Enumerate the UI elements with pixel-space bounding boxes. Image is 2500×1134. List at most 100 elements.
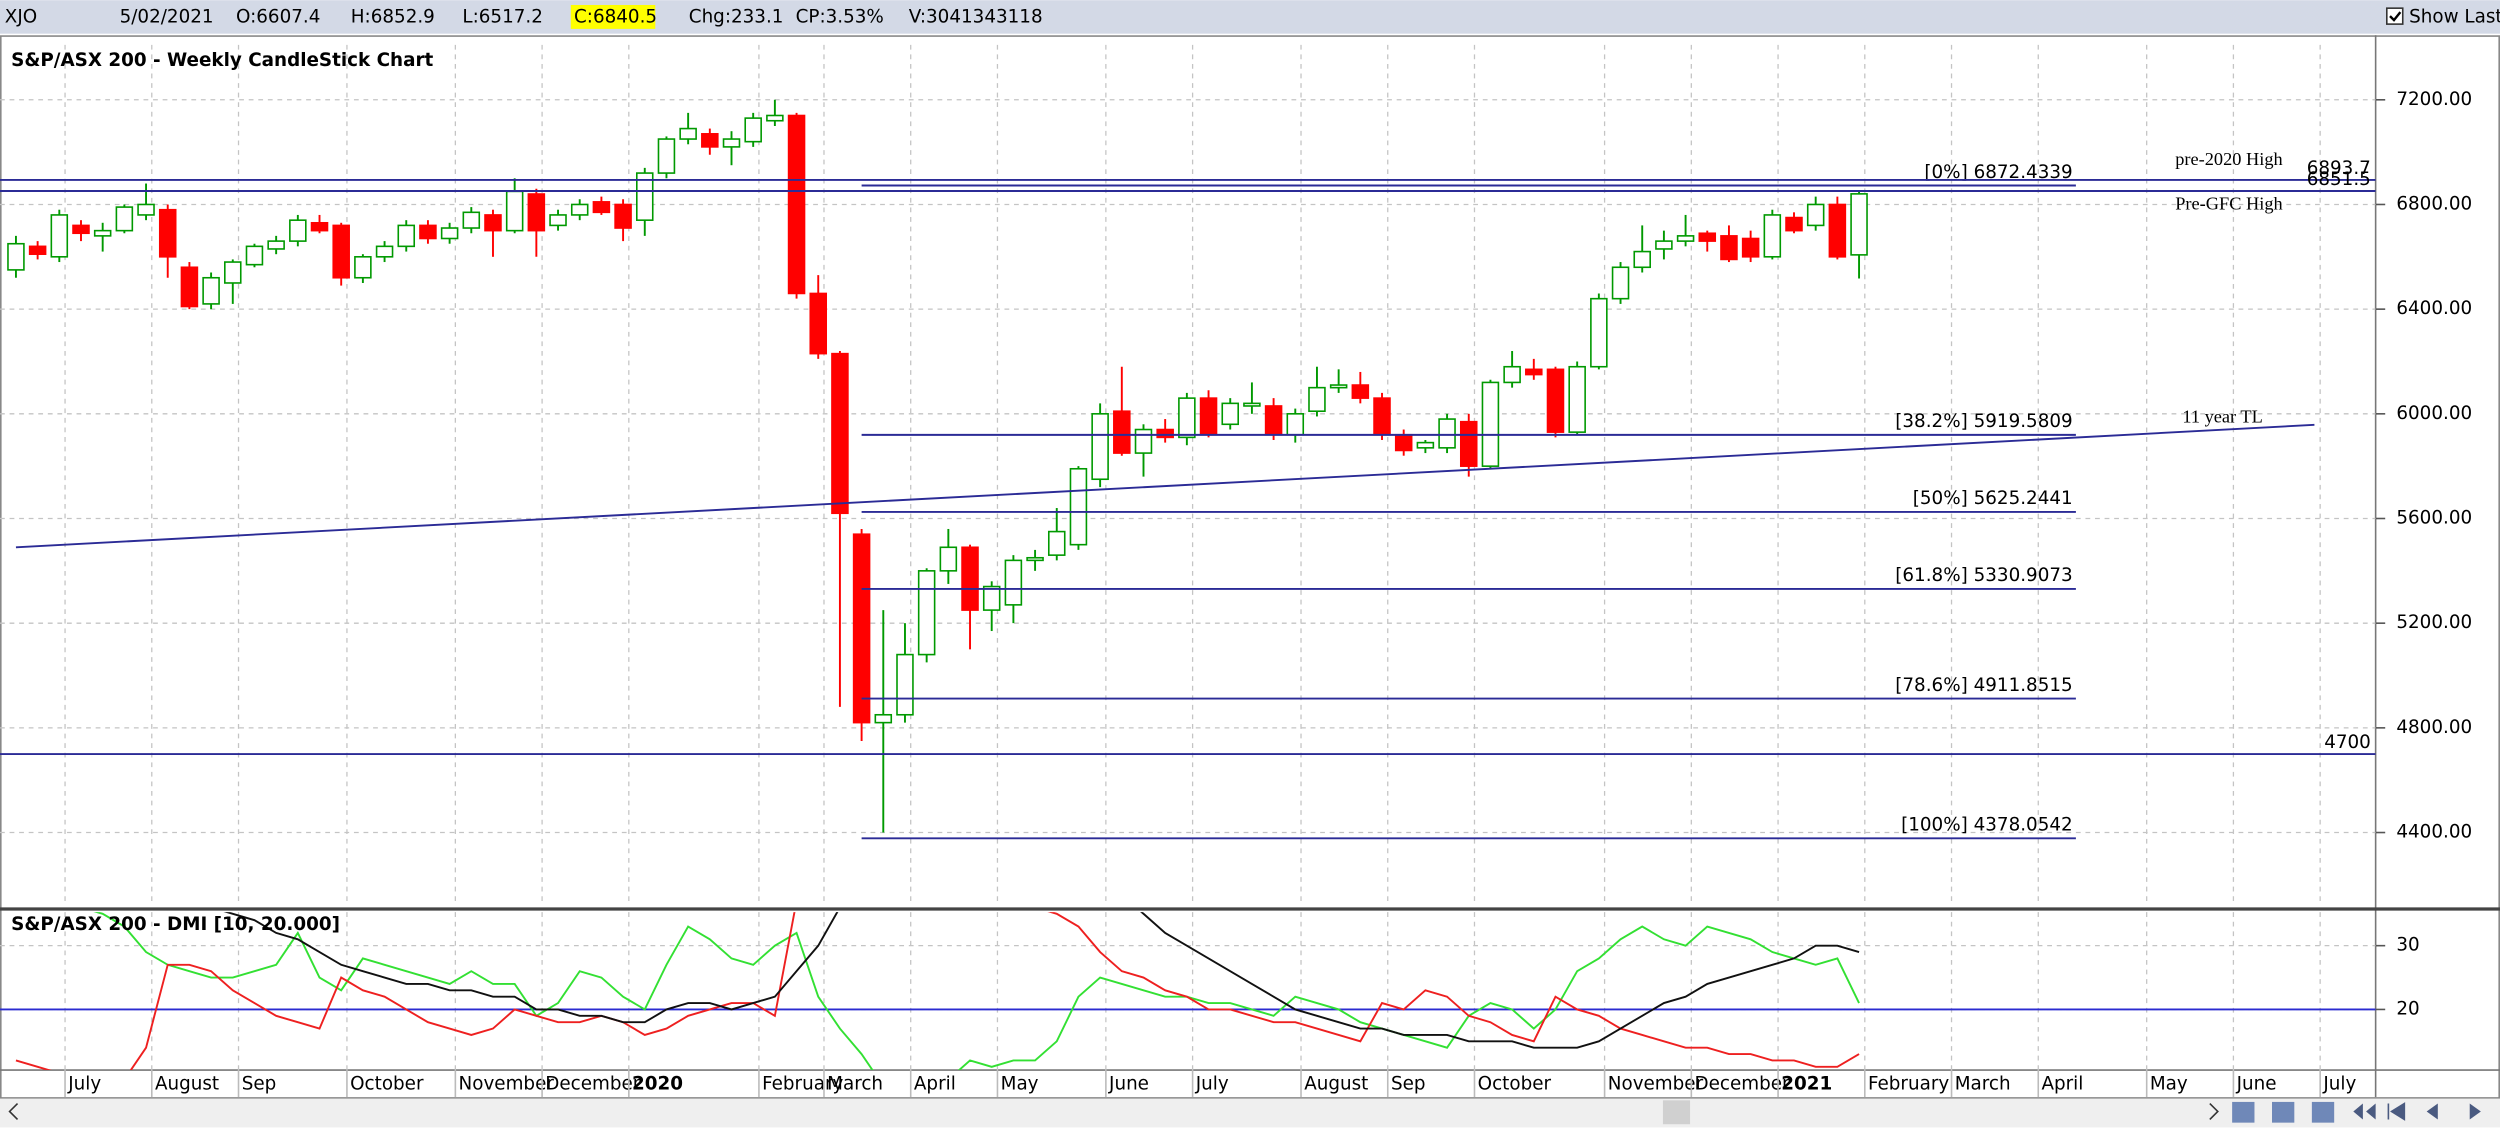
nav-button[interactable]	[2387, 1102, 2406, 1121]
x-tick-label: July	[1195, 1073, 1229, 1094]
checkbox[interactable]	[2386, 7, 2404, 25]
candle-body	[158, 208, 177, 258]
price-tick-label: 6000.00	[2396, 403, 2472, 424]
candle-body	[28, 245, 47, 255]
candle-body	[1308, 386, 1326, 413]
price-tick-label: 4400.00	[2396, 822, 2472, 843]
candle-body	[332, 224, 350, 279]
dmi-line	[93, 912, 1860, 1071]
zoom-button[interactable]	[2311, 1101, 2335, 1123]
candle-body	[137, 203, 155, 216]
x-tick-label: March	[827, 1073, 883, 1094]
candle-body	[570, 203, 589, 216]
candle-body	[1199, 397, 1218, 436]
candle-body	[289, 219, 307, 242]
scroll-right[interactable]	[2209, 1102, 2219, 1121]
high: H:6852.9	[351, 7, 435, 28]
candle-body	[397, 224, 416, 248]
candle-body	[1785, 216, 1803, 232]
zoom-button[interactable]	[2272, 1101, 2295, 1123]
volume: V:3041343118	[909, 7, 1043, 28]
candle-body	[1503, 365, 1521, 384]
candle-body	[961, 546, 979, 611]
candle-body	[1720, 235, 1738, 261]
candle-body	[1069, 467, 1088, 546]
price-tick-label: 4800.00	[2396, 717, 2472, 738]
candle-body	[1525, 368, 1543, 376]
x-tick-label: November	[459, 1073, 555, 1094]
close-highlight	[570, 4, 656, 29]
fib-label: [100%] 4378.0542	[1901, 815, 2073, 836]
candle-body	[744, 117, 762, 143]
grid	[0, 44, 2376, 1071]
x-tick-label: August	[155, 1073, 219, 1094]
candle-body	[831, 352, 849, 515]
low: L:6517.2	[462, 7, 543, 28]
candle-body	[1134, 428, 1153, 454]
candle-body	[679, 127, 697, 140]
candle-body	[1459, 420, 1478, 467]
candle-body	[1221, 402, 1239, 426]
nav-button[interactable]	[2426, 1103, 2438, 1120]
x-tick-label: February	[762, 1073, 843, 1094]
candle-body	[852, 533, 871, 724]
candle-body	[1264, 405, 1283, 436]
fib-label: [38.2%] 5919.5809	[1895, 411, 2072, 432]
x-tick-label: Sep	[1391, 1073, 1426, 1094]
horizontal-line-value: 6893.7	[2307, 158, 2371, 179]
candle-body	[202, 276, 220, 305]
candle-body	[614, 203, 632, 229]
candle-body	[1481, 381, 1500, 467]
candle-body	[982, 585, 1001, 611]
candle-body	[245, 245, 264, 266]
candle-body	[440, 227, 459, 240]
candle-body	[874, 713, 893, 724]
x-tick-label: April	[2041, 1073, 2083, 1094]
candle-body	[722, 138, 741, 148]
fib-label: [0%] 6872.4339	[1924, 162, 2072, 183]
candle-body	[701, 133, 719, 148]
annotation: pre-2020 High	[2175, 149, 2282, 169]
candle-body	[1394, 433, 1413, 452]
price-tick-label: 7200.00	[2396, 89, 2472, 110]
x-tick-label: March	[1955, 1073, 2011, 1094]
candle-body	[917, 570, 936, 656]
nav-button[interactable]	[2469, 1103, 2481, 1120]
candle-body	[375, 245, 394, 258]
scroll-left[interactable]	[8, 1102, 19, 1121]
candle-body	[1655, 240, 1673, 250]
x-tick-label: October	[1478, 1073, 1552, 1094]
scroll-thumb[interactable]	[1662, 1100, 1691, 1125]
candle-body	[939, 546, 958, 572]
scrollbar[interactable]	[0, 1098, 2500, 1128]
open: O:6607.4	[236, 7, 320, 28]
x-tick-label: December	[545, 1073, 641, 1094]
frame	[0, 35, 2500, 1099]
candle-body	[1329, 384, 1348, 389]
show-last-label[interactable]: Show Last	[2409, 7, 2500, 28]
horizontal-line-value: 4700	[2324, 732, 2371, 753]
candle-body	[549, 214, 567, 227]
candle-body	[1850, 193, 1868, 256]
candle-body	[1763, 214, 1782, 258]
nav-button[interactable]	[2353, 1103, 2376, 1120]
change-pct: CP:3.53%	[796, 7, 884, 28]
price-tick-label: 5200.00	[2396, 612, 2472, 633]
dmi-line	[15, 912, 1860, 1071]
annotation: Pre-GFC High	[2175, 194, 2282, 214]
zoom-button[interactable]	[2232, 1101, 2255, 1123]
x-tick-label: February	[1868, 1073, 1949, 1094]
candle-body	[896, 653, 914, 716]
candle-body	[1178, 397, 1196, 439]
candle-body	[1373, 397, 1391, 436]
candle-body	[1351, 384, 1370, 399]
candle-body	[592, 201, 611, 214]
x-tick-label: December	[1695, 1073, 1791, 1094]
candle-body	[462, 211, 481, 229]
dmi-panel	[0, 912, 2376, 1071]
dmi-tick-label: 20	[2396, 998, 2419, 1019]
candle-body	[1438, 418, 1456, 449]
